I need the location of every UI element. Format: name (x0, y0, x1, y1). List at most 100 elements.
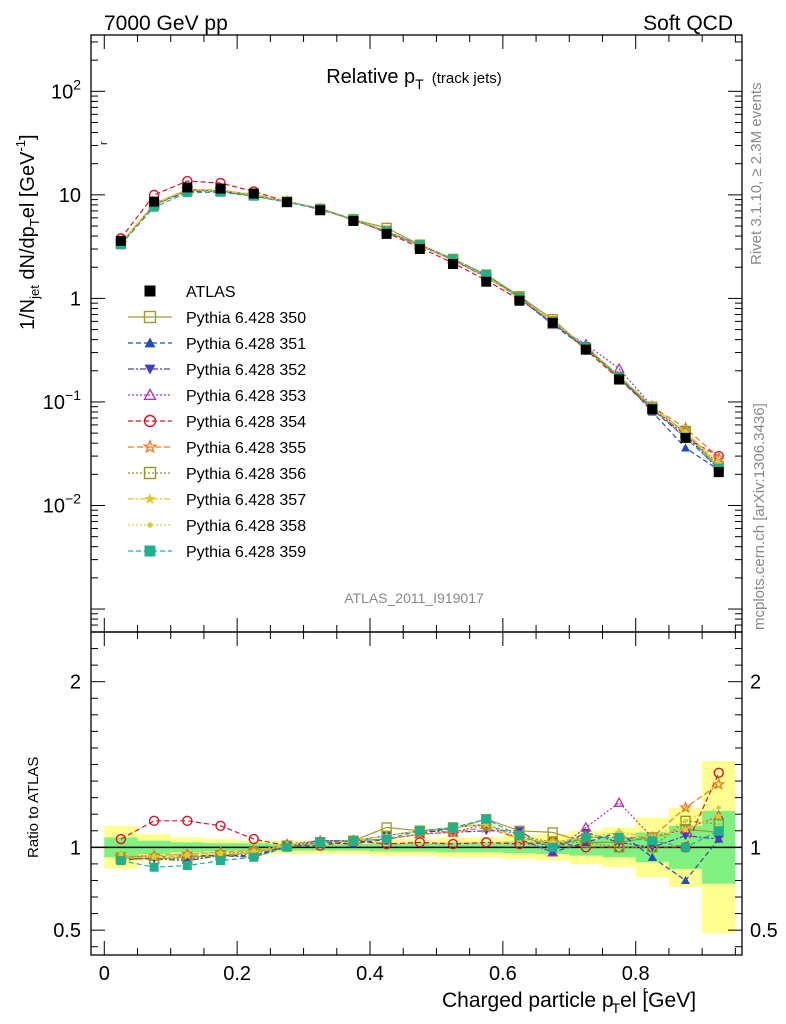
ratio-point-359 (249, 852, 259, 862)
ratio-point-354 (248, 833, 259, 845)
x-tick-label: 0.8 (622, 963, 650, 985)
ratio-point-354 (414, 837, 426, 848)
series-ATLAS (115, 182, 724, 478)
ratio-point-356 (613, 842, 625, 853)
data-point-359 (149, 202, 159, 212)
ratio-point-358 (251, 848, 256, 853)
data-point-ATLAS (414, 244, 425, 255)
ratio-y-tick-label-right: 1 (750, 837, 761, 859)
legend-entry-353: Pythia 6.428 353 (128, 388, 306, 405)
legend-entry-356: Pythia 6.428 356 (128, 466, 306, 483)
data-point-ATLAS (547, 317, 558, 328)
main-y-axis-label: 1/Njet dN/dpTel [GeV-1] (13, 134, 42, 330)
ratio-point-352 (681, 832, 691, 841)
ratio-point-353 (547, 846, 559, 857)
legend-entry-357: Pythia 6.428 357 (128, 492, 306, 509)
data-point-358 (683, 429, 688, 434)
ratio-point-359 (315, 837, 325, 847)
ratio-point-359 (481, 814, 491, 824)
ratio-point-351 (681, 875, 691, 885)
rivet-label: Rivet 3.1.10, ≥ 2.3M events (748, 83, 765, 266)
ratio-point-355 (712, 777, 726, 790)
legend-marker (144, 545, 156, 557)
main-y-tick-label: 10−1 (43, 387, 81, 414)
legend-marker (144, 492, 156, 504)
ratio-point-351 (647, 852, 657, 861)
ratio-y-tick-label-right: 0.5 (750, 920, 778, 942)
legend-entry-355: Pythia 6.428 355 (128, 439, 306, 457)
x-tick-label: 0.2 (223, 963, 251, 985)
ratio-point-358 (218, 850, 223, 855)
legend-entry-350: Pythia 6.428 350 (128, 310, 306, 327)
legend-marker (143, 466, 157, 480)
series-line-354 (120, 180, 720, 457)
ratio-point-359 (182, 861, 192, 871)
main-y-tick-label: 1 (70, 288, 81, 310)
ratio-y-tick-label: 1 (70, 837, 81, 859)
ratio-line-354 (120, 772, 720, 848)
data-point-359 (481, 270, 491, 280)
legend-entry-358: Pythia 6.428 358 (128, 518, 306, 535)
x-tick-label: 0.4 (356, 963, 384, 985)
ratio-point-359 (149, 862, 159, 872)
main-y-axis-label-rel: r (98, 141, 110, 145)
legend-label: Pythia 6.428 356 (186, 466, 306, 483)
ratio-point-354 (148, 815, 160, 827)
main-y-tick-label: 10−2 (43, 490, 81, 517)
ratio-point-358 (118, 851, 124, 857)
ratio-point-357 (680, 824, 691, 834)
legend-entry-351: Pythia 6.428 351 (128, 336, 306, 353)
data-point-ATLAS (115, 235, 126, 246)
data-point-ATLAS (248, 188, 259, 199)
ratio-plot-frame (90, 631, 743, 956)
mcplots-label: mcplots.cern.ch [arXiv:1306.3436] (751, 403, 768, 630)
data-point-ATLAS (713, 467, 724, 478)
x-axis-label-rel: r (643, 985, 647, 997)
ratio-y-tick-label-right: 2 (750, 672, 761, 694)
ratio-point-359 (714, 826, 724, 836)
ratio-point-354 (115, 833, 127, 845)
ratio-point-359 (448, 822, 458, 832)
main-y-tick-label: 10 (59, 185, 81, 207)
data-point-ATLAS (614, 374, 625, 385)
ratio-point-354 (182, 815, 193, 827)
ratio-point-354 (215, 820, 226, 831)
axes-layer: 10−2 10−1 1 10 102 0 0.2 0.4 0.6 0.8 0.5 0.5 1 1 2 2 (43, 34, 778, 985)
data-point-ATLAS (514, 295, 525, 306)
legend-marker (143, 414, 157, 428)
legend-label: Pythia 6.428 351 (186, 336, 306, 353)
ratio-point-359 (614, 832, 624, 842)
ratio-point-359 (681, 842, 691, 852)
ratio-point-358 (185, 851, 190, 857)
ratio-y-axis-label: Ratio to ATLAS (25, 757, 42, 858)
ratio-point-359 (348, 836, 358, 846)
ratio-point-352 (714, 835, 724, 844)
legend-label: Pythia 6.428 355 (186, 440, 306, 457)
legend-label: Pythia 6.428 354 (186, 414, 306, 431)
legend-marker (144, 337, 156, 348)
legend-marker (142, 439, 158, 454)
legend-label: Pythia 6.428 357 (186, 492, 306, 509)
legend-label: ATLAS (186, 284, 236, 301)
legend-entry-359: Pythia 6.428 359 (128, 544, 306, 561)
ratio-point-358 (683, 818, 688, 824)
legend-marker (143, 310, 157, 324)
data-point-ATLAS (448, 258, 459, 269)
data-point-ATLAS (182, 182, 193, 193)
ratio-point-354 (447, 838, 459, 850)
header-right: Soft QCD (643, 12, 733, 35)
data-point-ATLAS (149, 196, 160, 207)
plot-title: Relative pT (track jets) (326, 66, 502, 92)
header-left: 7000 GeV pp (104, 12, 228, 35)
legend-marker (143, 388, 157, 401)
ratio-point-358 (151, 853, 157, 858)
data-point-ATLAS (215, 183, 226, 194)
x-tick-label: 0.6 (489, 963, 517, 985)
main-y-tick-label: 102 (51, 76, 81, 103)
legend: ATLAS Pythia 6.428 350 Pythia 6.428 351 Pyt… (128, 284, 306, 561)
data-point-ATLAS (680, 432, 691, 443)
ratio-point-359 (647, 836, 657, 846)
ratio-y-tick-label: 2 (70, 672, 81, 694)
ratio-point-354 (713, 767, 724, 778)
